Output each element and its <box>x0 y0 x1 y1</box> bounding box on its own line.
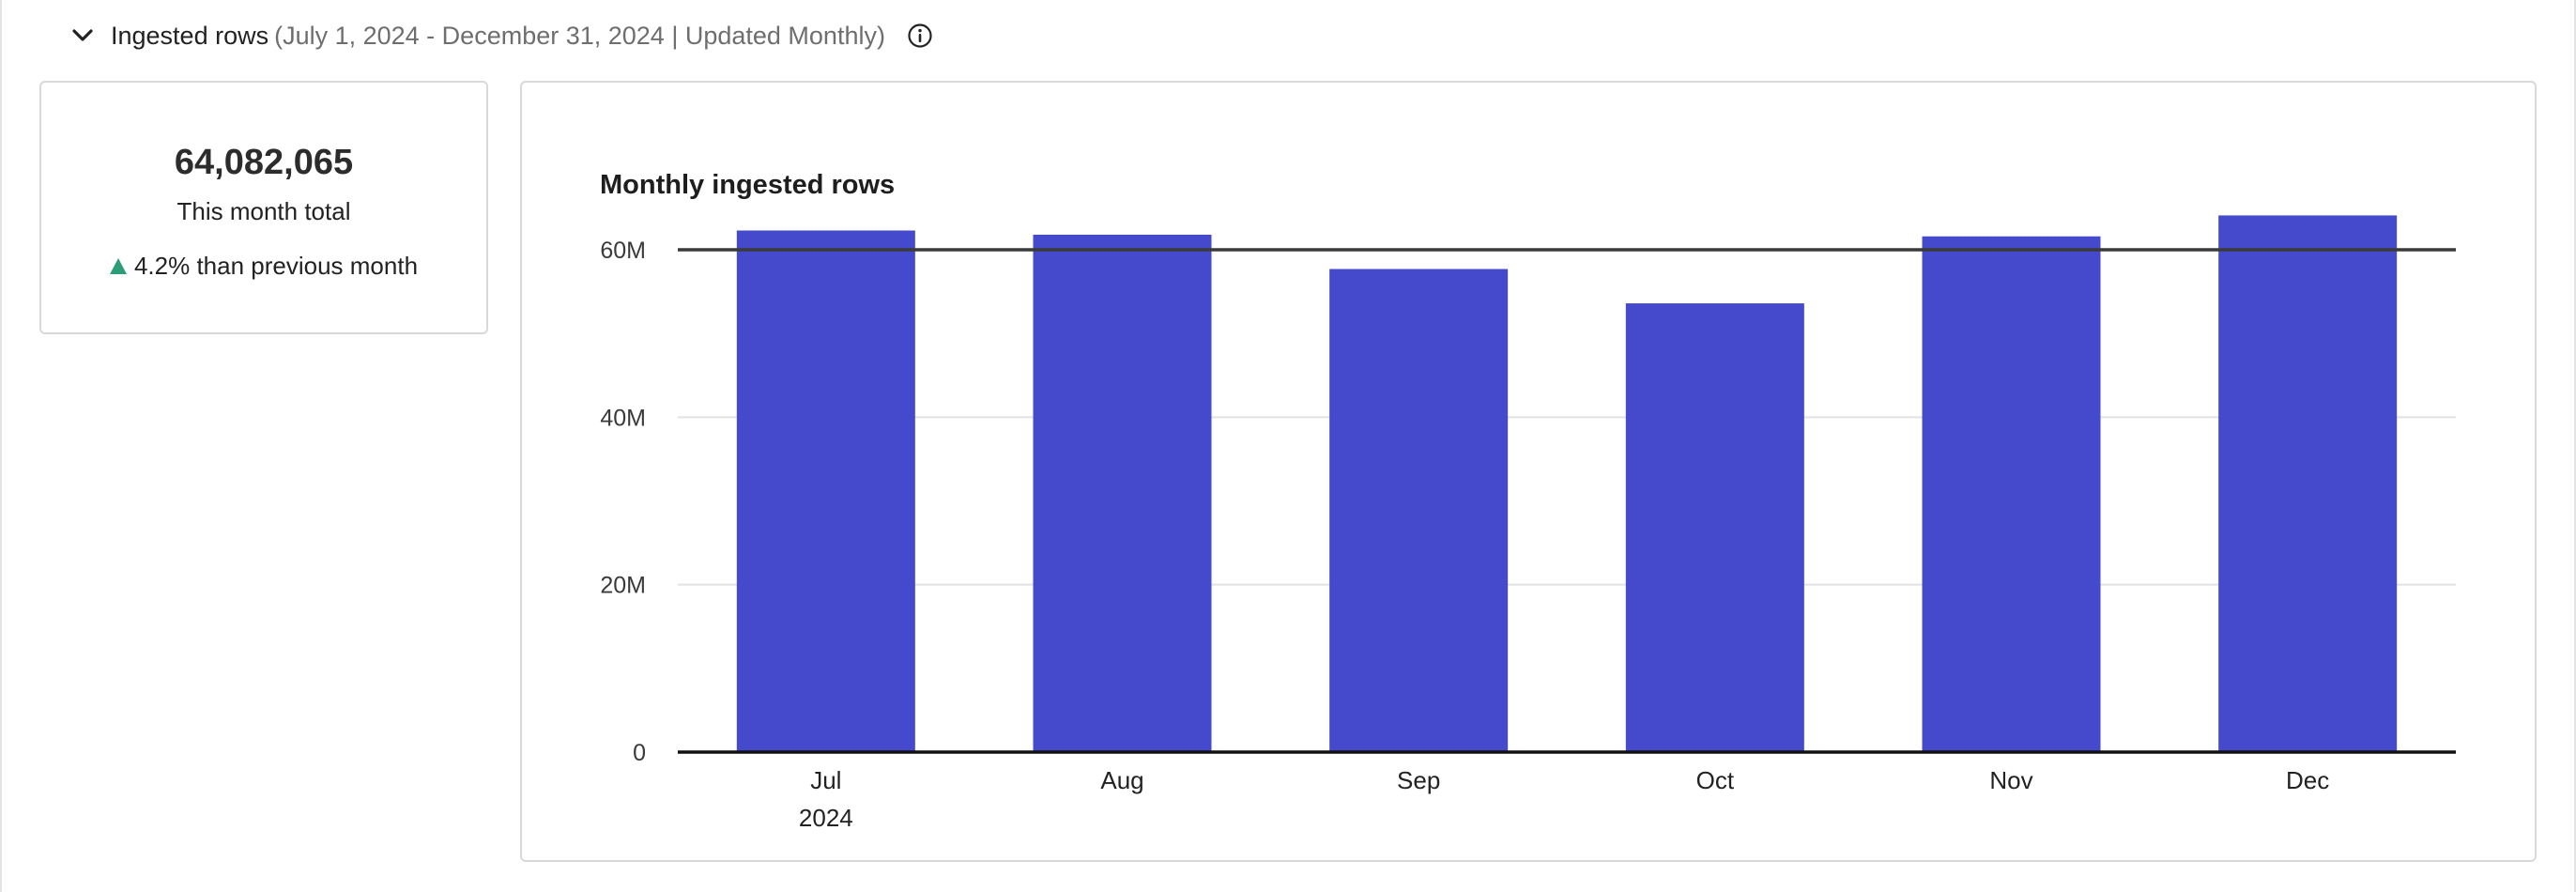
x-year-label: 2024 <box>799 804 853 832</box>
x-tick-label: Aug <box>1100 766 1143 794</box>
chevron-down-icon[interactable] <box>69 23 96 49</box>
right-border <box>2574 0 2576 892</box>
y-tick-label: 40M <box>600 405 646 431</box>
bar-oct[interactable] <box>1625 303 1804 752</box>
bar-chart: Monthly ingested rows 0 20M 40M 60M Jul 2024 A… <box>600 170 2456 832</box>
bar-dec[interactable] <box>2218 215 2398 753</box>
kpi-value: 64,082,065 <box>174 143 354 182</box>
x-tick-label: Dec <box>2286 766 2329 794</box>
section-header: Ingested rows (July 1, 2024 - December 3… <box>69 17 934 54</box>
trend-up-icon <box>109 258 127 274</box>
bar-jul[interactable] <box>736 230 915 752</box>
x-tick-label: Jul <box>810 766 841 794</box>
left-border <box>0 0 2 892</box>
info-icon[interactable] <box>906 22 934 50</box>
y-tick-label: 0 <box>633 740 646 766</box>
kpi-change: 4.2% than previous month <box>41 252 486 281</box>
chart-card: Monthly ingested rows 0 20M 40M 60M Jul 2024 A… <box>520 81 2537 862</box>
x-tick-label: Nov <box>1989 766 2032 794</box>
bar-aug[interactable] <box>1033 234 1212 752</box>
chart-title: Monthly ingested rows <box>600 170 895 200</box>
x-tick-label: Oct <box>1696 766 1735 794</box>
x-tick-label: Sep <box>1397 766 1440 794</box>
bar-nov[interactable] <box>1922 236 2101 752</box>
section-title: Ingested rows <box>111 21 269 50</box>
y-tick-label: 60M <box>600 238 646 264</box>
kpi-card: 64,082,065 This month total 4.2% than pr… <box>39 81 488 334</box>
y-tick-label: 20M <box>600 573 646 599</box>
kpi-change-text: 4.2% than previous month <box>133 252 419 280</box>
bar-sep[interactable] <box>1329 269 1509 753</box>
section-date-range: (July 1, 2024 - December 31, 2024 | Upda… <box>274 21 885 50</box>
kpi-label: This month total <box>176 197 351 225</box>
